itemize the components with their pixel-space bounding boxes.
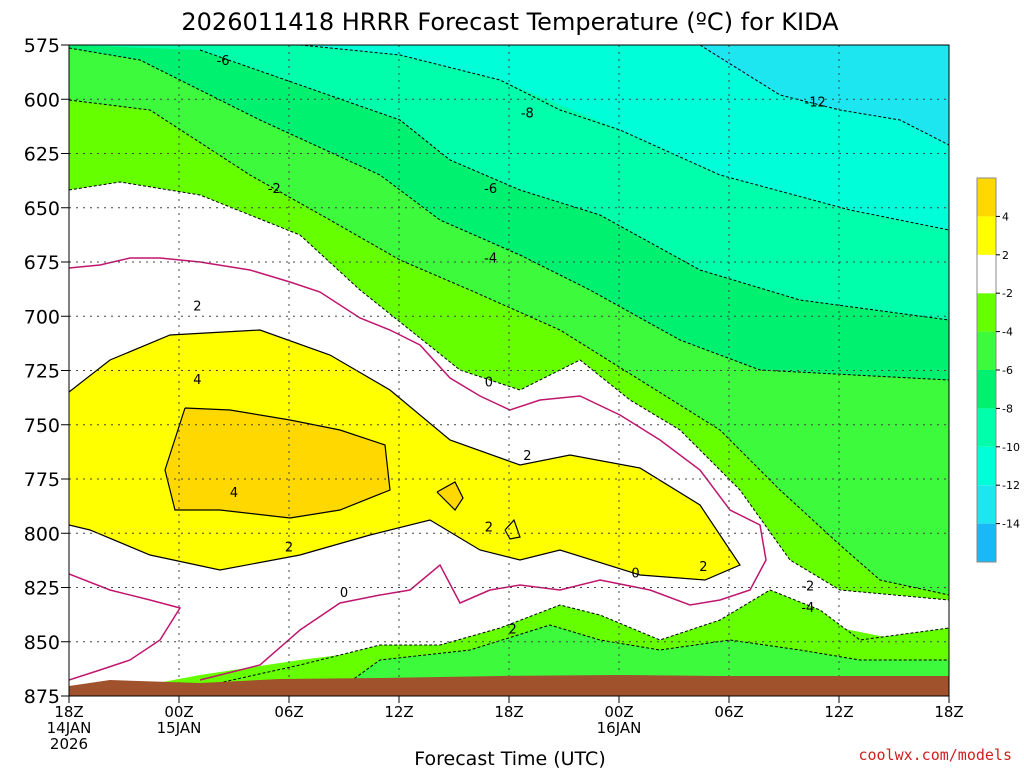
time-tick-label: 12Z <box>384 703 413 721</box>
colorbar-label: 4 <box>1002 210 1009 223</box>
time-tick-label: 06Z <box>274 703 303 721</box>
isotherm-minus6 <box>69 47 949 381</box>
plot-area: -6 -12 -8 -2 -6 -4 2 4 0 2 4 2 2 0 2 -2 0 -4 2 <box>69 45 949 696</box>
pressure-tick-label: 725 <box>24 361 60 383</box>
band-yellow-2 <box>69 330 740 580</box>
pressure-tick-label: 575 <box>24 35 60 57</box>
isotherm-zero-mid <box>199 563 491 681</box>
terrain <box>69 675 949 696</box>
contour-label: 0 <box>340 586 348 601</box>
colorbar-swatch <box>977 293 996 332</box>
time-tick-label: 16JAN <box>597 719 642 737</box>
contour-label: -2 <box>801 579 814 594</box>
chart-title: 2026011418 HRRR Forecast Temperature (ºC… <box>181 8 839 36</box>
contour-label: 4 <box>193 373 201 388</box>
isotherm-plus4-blob <box>436 481 464 511</box>
isotherm-minus4 <box>69 99 949 596</box>
pressure-tick-label: 650 <box>24 198 60 220</box>
colorbar-label: -12 <box>1002 479 1020 492</box>
contour-label: 2 <box>523 449 531 464</box>
time-tick-label: 12Z <box>824 703 853 721</box>
x-axis-label: Forecast Time (UTC) <box>414 748 605 768</box>
band-yellow-4 <box>165 408 390 518</box>
band-sky-coldest <box>700 45 949 145</box>
isotherm-minus12 <box>699 45 949 146</box>
isotherm-zero-lower <box>69 573 182 681</box>
isotherm-plus2-blob <box>504 518 521 540</box>
colorbar-label: -2 <box>1002 287 1013 300</box>
time-tick-label: 18Z <box>54 703 83 721</box>
zero-isotherms <box>69 257 767 681</box>
contour-label: -2 <box>268 182 281 197</box>
contour-label: -12 <box>805 95 826 110</box>
colorbar-swatch <box>977 446 996 486</box>
credit-text: coolwx.com/models <box>858 746 1012 764</box>
colorbar-swatch <box>977 408 996 447</box>
time-tick-label: 15JAN <box>157 719 202 737</box>
colorbar-label: -10 <box>1002 441 1020 454</box>
contour-label: 2 <box>193 299 201 314</box>
contour-label: -8 <box>521 106 534 121</box>
colorbar-swatch <box>977 485 996 524</box>
isotherm-minus4-lower <box>329 624 949 696</box>
negative-isotherms <box>69 45 949 696</box>
contour-label: 2 <box>509 623 517 638</box>
positive-isotherms <box>69 329 741 581</box>
pressure-tick-label: 750 <box>24 415 60 437</box>
colorbar-label: 2 <box>1002 249 1009 262</box>
pressure-tick-label: 700 <box>24 306 60 328</box>
time-tick-label: 00Z <box>164 703 193 721</box>
colorbar-label: -14 <box>1002 518 1020 531</box>
contour-label: 4 <box>230 486 238 501</box>
contour-label: 2 <box>285 540 293 555</box>
time-tick-label: 18Z <box>494 703 523 721</box>
pressure-tick-label: 600 <box>24 89 60 111</box>
pressure-tick-label: 850 <box>24 632 60 654</box>
colorbar-swatch <box>977 216 996 255</box>
contour-labels: -6 -12 -8 -2 -6 -4 2 4 0 2 4 2 2 0 2 -2 0 -4 2 <box>193 54 826 638</box>
colorbar-label: -8 <box>1002 402 1013 415</box>
contour-label: -4 <box>801 601 814 616</box>
contour-label: -6 <box>217 54 230 69</box>
colorbar-swatch <box>977 178 996 217</box>
time-tick-label: 2026 <box>50 735 88 753</box>
isotherm-minus10 <box>299 45 949 231</box>
isotherm-minus2-lower <box>159 589 949 696</box>
time-tick-label: 14JAN <box>47 719 92 737</box>
contour-label: -6 <box>484 182 497 197</box>
pressure-tick-label: 625 <box>24 144 60 166</box>
colorbar-label: -6 <box>1002 364 1013 377</box>
pressure-tick-label: 825 <box>24 578 60 600</box>
isotherm-plus2 <box>69 329 741 581</box>
time-tick-label: 00Z <box>604 703 633 721</box>
time-tick-label: 18Z <box>934 703 963 721</box>
colorbar-swatch <box>977 254 996 294</box>
contour-label: 0 <box>485 375 493 390</box>
pressure-tick-label: 800 <box>24 523 60 545</box>
isotherm-minus8 <box>199 49 949 321</box>
pressure-tick-label: 675 <box>24 252 60 274</box>
contour-label: 2 <box>699 560 707 575</box>
contour-label: -4 <box>484 252 497 267</box>
pressure-tick-label: 875 <box>24 686 60 708</box>
colorbar-swatch <box>977 523 996 562</box>
colorbar-swatch <box>977 331 996 370</box>
isotherm-plus4 <box>164 407 391 519</box>
colorbar-label: -4 <box>1002 326 1013 339</box>
isotherm-zero-upper <box>69 257 767 606</box>
colorbar-swatch <box>977 370 996 409</box>
pressure-axis: 575 600 625 650 675 700 725 750 775 800 825 850 875 <box>24 35 69 708</box>
contour-label: 0 <box>631 566 639 581</box>
time-tick-label: 06Z <box>714 703 743 721</box>
pressure-tick-label: 775 <box>24 469 60 491</box>
colorbar: -14 -12 -10 -8 -6 -4 -2 2 4 <box>976 177 1020 563</box>
contour-label: 2 <box>485 521 493 536</box>
